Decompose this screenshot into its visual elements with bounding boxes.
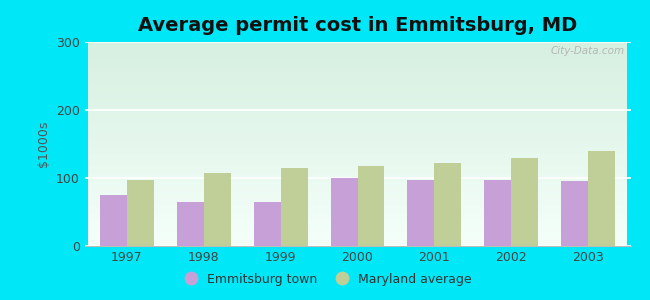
Bar	[358, 167, 384, 246]
Bar	[254, 202, 281, 246]
Bar	[127, 180, 153, 246]
Y-axis label: $1000s: $1000s	[37, 121, 50, 167]
Bar	[588, 151, 615, 246]
Bar	[177, 202, 203, 246]
Bar	[434, 163, 462, 246]
Legend: Emmitsburg town, Maryland average: Emmitsburg town, Maryland average	[173, 268, 477, 291]
Bar	[562, 182, 588, 246]
Bar	[100, 195, 127, 246]
Text: City-Data.com: City-Data.com	[551, 46, 625, 56]
Bar	[281, 168, 307, 246]
Bar	[203, 173, 231, 246]
Bar	[512, 158, 538, 246]
Title: Average permit cost in Emmitsburg, MD: Average permit cost in Emmitsburg, MD	[138, 16, 577, 35]
Bar	[484, 180, 512, 246]
Bar	[331, 178, 358, 246]
Bar	[408, 180, 434, 246]
